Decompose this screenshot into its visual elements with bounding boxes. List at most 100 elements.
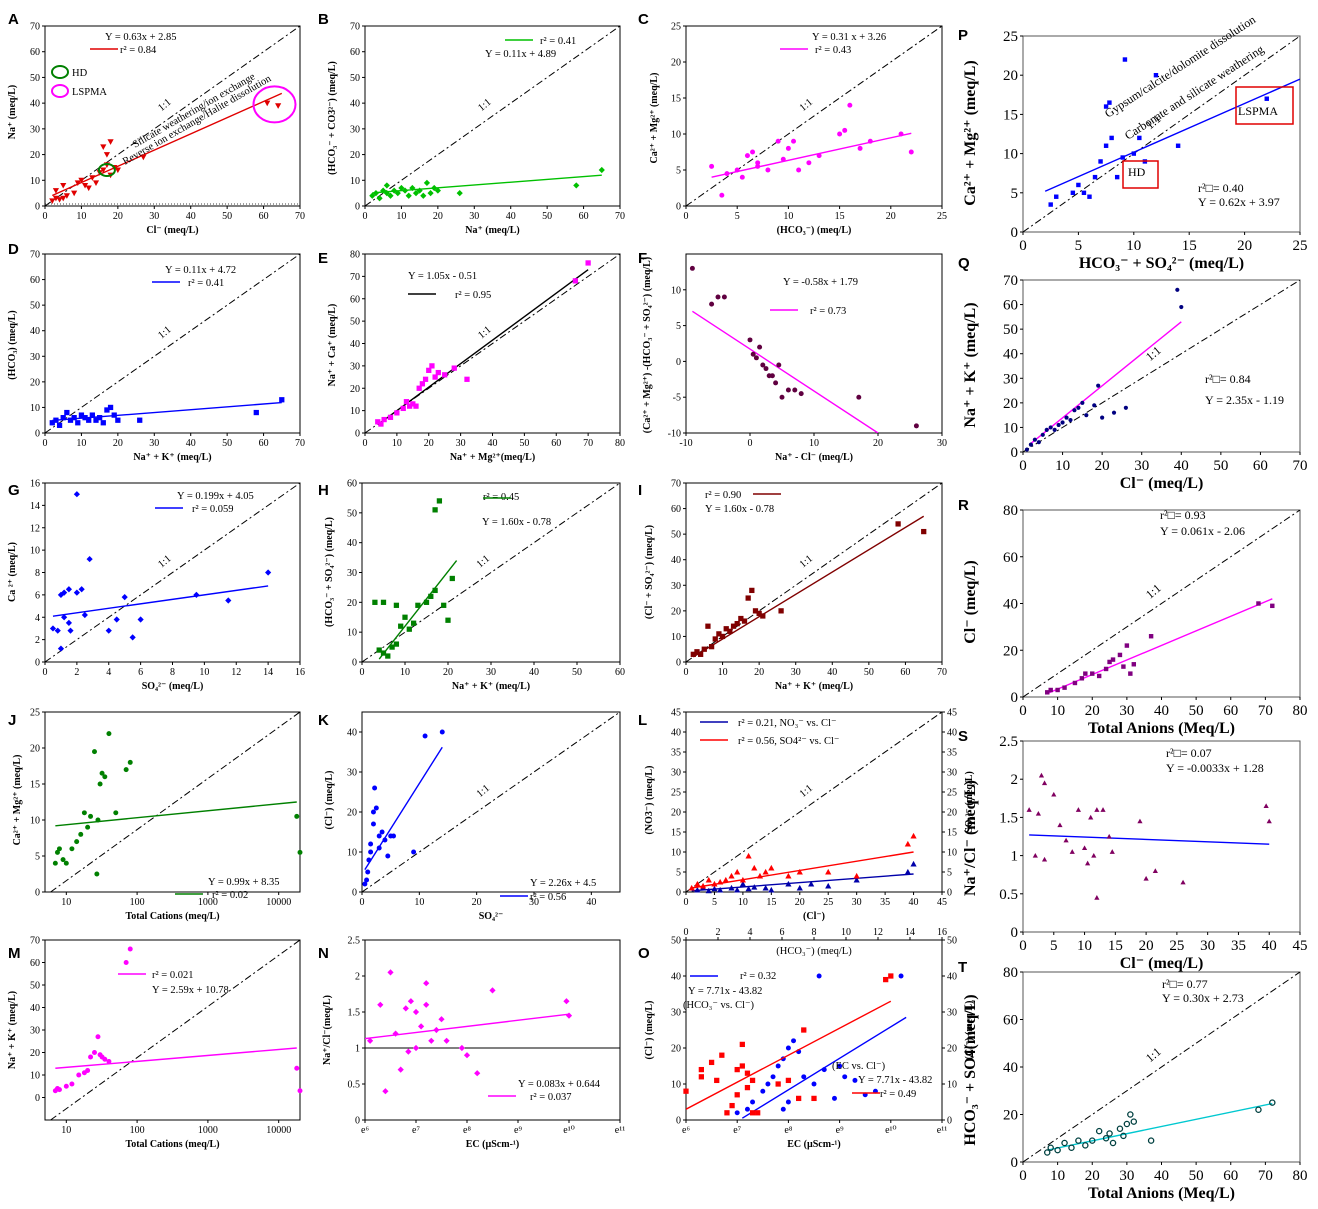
y-tick-label: 16 — [30, 479, 40, 490]
data-point — [121, 594, 128, 601]
one-to-one-label: 1:1 — [156, 553, 173, 570]
data-point — [129, 634, 136, 641]
x-tick-label: e⁹ — [514, 1125, 522, 1136]
y-tick-label: 50 — [350, 73, 360, 84]
data-point — [756, 872, 764, 879]
data-point — [1264, 96, 1269, 101]
data-point — [1263, 803, 1269, 809]
fit-line — [1044, 78, 1300, 192]
y-axis-label: (NO3⁻) (meq/L) — [644, 766, 655, 835]
y-tick-label: 0 — [35, 1093, 40, 1104]
data-point — [412, 1044, 420, 1052]
annotation-1: r² = 0.021 — [152, 970, 193, 981]
data-point — [1052, 427, 1057, 432]
y-tick-label: 10 — [671, 130, 681, 141]
data-point — [719, 1052, 725, 1058]
data-point — [364, 877, 370, 883]
data-point — [727, 628, 733, 634]
y-tick-label: 8 — [35, 568, 40, 579]
data-point — [458, 1044, 465, 1052]
x-tick-label: 15 — [1108, 938, 1123, 954]
data-point — [1096, 383, 1101, 388]
one-to-one-label: 1:1 — [798, 97, 815, 114]
data-point — [100, 167, 107, 174]
data-point — [106, 731, 112, 737]
data-point — [441, 602, 447, 608]
data-point — [689, 265, 695, 271]
panel-letter-d: D — [8, 241, 19, 258]
y-tick-label: 60 — [350, 47, 360, 58]
data-point — [796, 884, 803, 891]
y-tick-label: 30 — [671, 581, 681, 592]
data-point — [464, 376, 470, 382]
data-point — [1116, 1125, 1124, 1133]
data-point — [410, 620, 417, 626]
y-tick-label: 2.5 — [348, 936, 361, 947]
data-point — [1256, 601, 1261, 606]
x-tick-label: 50 — [864, 667, 874, 678]
y-tick-label: 50 — [350, 317, 360, 328]
annotation-2: r² = 0.73 — [810, 306, 846, 317]
y-axis-label: (HCO₃) (meq/L) — [7, 310, 18, 379]
panel-s: 0 5 10 15 20 25 30 35 40 45 0 0.5 1 1.5 2 2.5 S Cl⁻ (meq/… — [958, 728, 1308, 972]
y-right-tick-label: 40 — [947, 972, 957, 983]
data-point — [127, 946, 133, 952]
data-point — [297, 849, 303, 855]
panel-letter-h: H — [318, 482, 329, 499]
data-point — [856, 394, 862, 400]
annotation-6: Reverse ion exchange/Halite dissolution — [121, 73, 274, 168]
data-point — [88, 1054, 94, 1060]
data-point — [71, 415, 77, 421]
series-1 — [369, 166, 605, 202]
x-tick-label: 40 — [488, 438, 498, 449]
x-tick-label: 20 — [873, 438, 883, 449]
series-1 — [49, 92, 283, 204]
x-tick-label: e¹⁰ — [563, 1125, 574, 1136]
data-point — [381, 416, 387, 423]
data-point — [89, 412, 95, 418]
data-point — [412, 190, 420, 197]
y-tick-label: -10 — [668, 429, 681, 440]
data-point — [69, 1081, 75, 1087]
y-tick-label: 20 — [1003, 396, 1018, 412]
data-point — [1103, 104, 1109, 109]
data-point — [760, 362, 766, 368]
y-tick-label: 25 — [671, 22, 681, 33]
data-point — [1128, 671, 1133, 676]
x-tick-label: e⁹ — [836, 1125, 844, 1136]
annotation-1: r² = 0.90 — [705, 490, 741, 501]
annotation-2: Y = 0.30x + 2.73 — [1162, 991, 1244, 1005]
data-point — [385, 653, 391, 659]
x-tick-label: 0 — [360, 667, 365, 678]
y-right-tick-label: 30 — [947, 768, 957, 779]
data-point — [409, 184, 416, 192]
x-tick-label: 80 — [1293, 1168, 1308, 1184]
data-point — [785, 145, 791, 151]
data-point — [708, 644, 715, 650]
data-point — [1130, 1118, 1138, 1125]
panel-f: -10 0 10 20 30 -10 -5 0 5 10 F Na⁺ - Cl⁻ (meq/L) (Ca… — [638, 250, 947, 463]
data-point — [785, 387, 791, 393]
panel-c: 1:1 0 5 10 15 20 25 0 5 10 15 20 25 C (HCO₃⁻) (meq/L) C… — [638, 11, 947, 236]
data-point — [49, 625, 57, 632]
data-point — [749, 587, 755, 594]
data-point — [78, 412, 85, 418]
data-point — [405, 1048, 412, 1055]
x-tick-label: 30 — [469, 211, 479, 222]
data-point — [376, 647, 382, 653]
data-point — [796, 868, 803, 875]
x-top-axis-label: (HCO₃⁻) (meq/L) — [776, 946, 852, 957]
data-point — [791, 138, 797, 144]
data-point — [762, 868, 769, 875]
data-point — [1100, 807, 1106, 812]
data-point — [749, 1110, 756, 1116]
panel-letter-m: M — [8, 945, 21, 962]
data-point — [422, 376, 429, 382]
y-tick-label: -5 — [673, 393, 681, 404]
x-tick-label: 100 — [130, 1125, 145, 1136]
lspma-highlight — [252, 85, 297, 124]
y-tick-label: 20 — [30, 1048, 40, 1059]
data-point — [755, 160, 761, 166]
data-point — [127, 759, 133, 765]
data-point — [898, 973, 904, 979]
